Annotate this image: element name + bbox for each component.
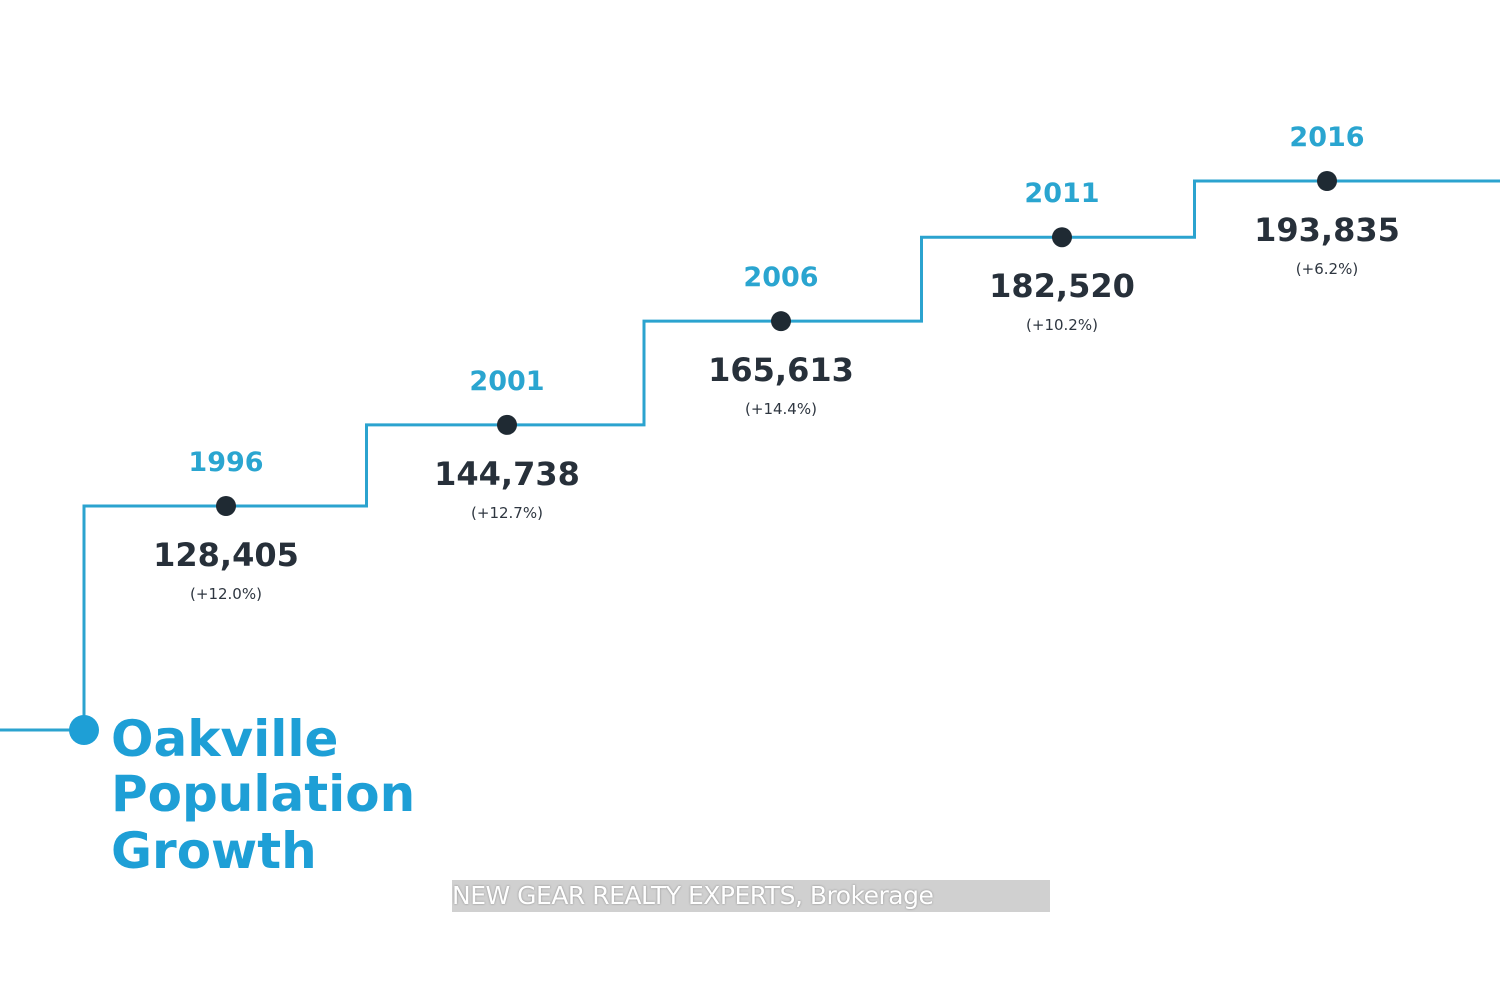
watermark: NEW GEAR REALTY EXPERTS, Brokerage [452, 880, 1050, 912]
year-label-2006: 2006 [743, 262, 818, 293]
step-line [0, 179, 1500, 732]
chart-title: Oakville Population Growth [111, 710, 415, 880]
data-point-2016 [1317, 171, 1337, 191]
title-line-3: Growth [111, 822, 317, 880]
year-label-2016: 2016 [1289, 122, 1364, 153]
change-label-1996: (+12.0%) [190, 585, 262, 603]
change-label-2006: (+14.4%) [745, 400, 817, 418]
value-label-2016: 193,835 [1254, 211, 1400, 249]
title-line-2: Population [111, 765, 415, 823]
start-dot [69, 715, 99, 745]
change-label-2011: (+10.2%) [1026, 316, 1098, 334]
change-label-2001: (+12.7%) [471, 504, 543, 522]
year-label-1996: 1996 [188, 447, 263, 478]
year-label-2011: 2011 [1024, 178, 1099, 209]
value-label-1996: 128,405 [153, 536, 299, 574]
data-point-2011 [1052, 227, 1072, 248]
year-label-2001: 2001 [469, 366, 544, 397]
data-point-1996 [216, 496, 236, 516]
data-point-2006 [771, 311, 791, 332]
data-points-layer: 1996 128,405 (+12.0%) 2001 144,738 (+12.7%) 20… [153, 122, 1400, 603]
data-point-2001 [497, 414, 517, 435]
value-label-2006: 165,613 [708, 351, 854, 389]
change-label-2016: (+6.2%) [1296, 260, 1358, 278]
value-label-2001: 144,738 [434, 455, 580, 493]
title-line-1: Oakville [111, 710, 338, 768]
value-label-2011: 182,520 [989, 267, 1135, 305]
